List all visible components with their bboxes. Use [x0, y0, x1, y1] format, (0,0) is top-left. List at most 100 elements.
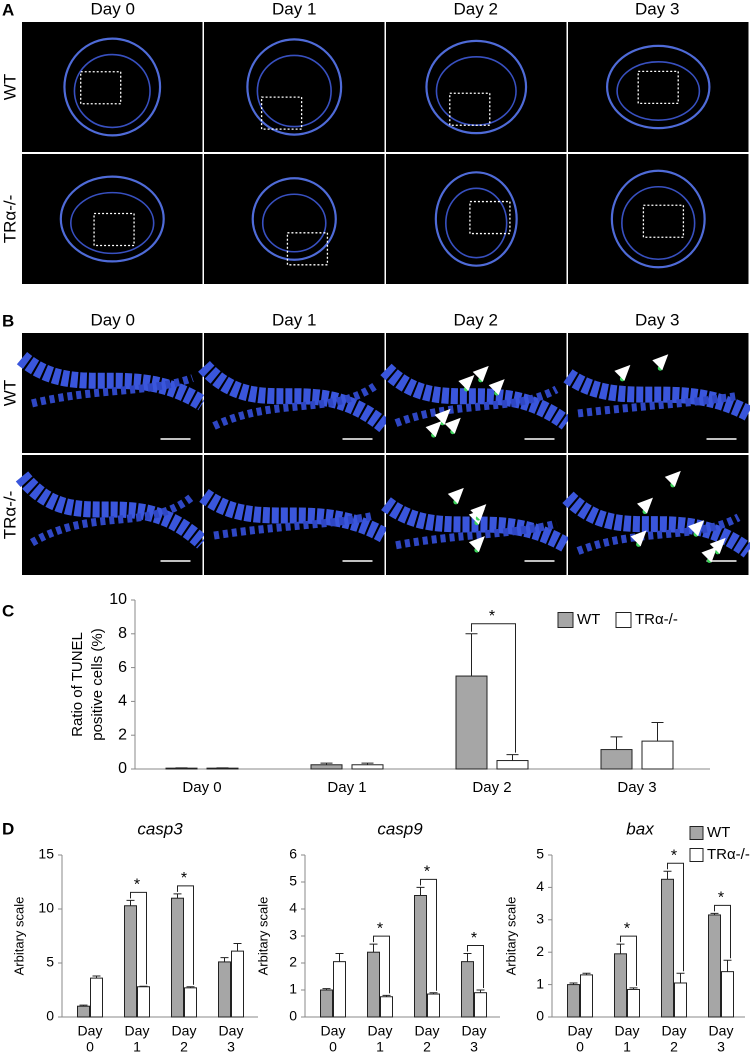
column-header: Day 1 — [272, 310, 316, 329]
error-bar — [92, 975, 101, 979]
bar — [171, 897, 184, 1018]
x-tick-label: 0 — [576, 1039, 584, 1055]
error-bar — [139, 985, 148, 987]
y-tick-label: 1 — [289, 981, 297, 997]
bar — [708, 914, 721, 1018]
x-tick-label: Day — [568, 1023, 593, 1039]
nuclei-band — [563, 369, 750, 421]
bar — [231, 950, 244, 1018]
micrograph-background — [204, 22, 385, 152]
error-bar — [651, 722, 664, 742]
bar — [461, 961, 474, 1018]
nuclei-band — [29, 493, 196, 547]
y-tick-label: 10 — [109, 591, 127, 608]
y-tick-label: 2 — [536, 943, 544, 959]
significance-label: * — [134, 877, 140, 894]
y-axis-label: positive cells (%) — [89, 628, 106, 741]
y-tick-label: 4 — [536, 878, 544, 894]
x-tick-label: Day 3 — [617, 779, 656, 796]
micrograph — [199, 455, 389, 575]
micrograph — [568, 154, 749, 284]
zoom-box — [80, 71, 122, 105]
row-label: TRα-/- — [0, 491, 19, 540]
x-tick-label: Day — [219, 1023, 244, 1039]
error-bar — [465, 633, 478, 677]
micrograph — [386, 154, 567, 284]
tissue-outline — [59, 175, 165, 263]
y-tick-label: 0 — [118, 760, 127, 777]
error-bar — [629, 987, 638, 990]
bar — [90, 977, 103, 1018]
x-tick-label: 1 — [623, 1039, 631, 1055]
micrograph — [386, 22, 567, 152]
nuclei-band — [16, 351, 207, 411]
bar — [333, 961, 346, 1018]
arrowhead — [636, 497, 653, 514]
x-tick-label: Day — [709, 1023, 734, 1039]
tissue-outline — [434, 171, 518, 267]
legend-label: TRα-/- — [635, 611, 678, 628]
arrowhead — [630, 530, 647, 547]
micrograph — [563, 333, 750, 453]
bar — [218, 961, 231, 1018]
nuclei-band — [577, 391, 740, 418]
tissue-outline — [246, 38, 343, 136]
tissue-inner — [261, 193, 327, 253]
error-bar — [663, 870, 672, 880]
x-tick-label: 3 — [227, 1039, 235, 1055]
nuclei-band — [381, 497, 571, 553]
bar — [137, 986, 150, 1018]
x-tick-label: Day — [415, 1023, 440, 1039]
x-tick-label: 1 — [133, 1039, 141, 1055]
x-tick-label: Day — [462, 1023, 487, 1039]
y-tick-label: 3 — [289, 927, 297, 943]
column-header: Day 3 — [635, 310, 679, 329]
x-tick-label: Day — [321, 1023, 346, 1039]
bar — [580, 974, 593, 1018]
row-label: WT — [0, 380, 19, 406]
y-tick-label: 6 — [118, 659, 127, 676]
micrograph-background — [386, 22, 567, 152]
y-tick-label: 10 — [38, 900, 54, 916]
tissue-outline — [251, 177, 337, 261]
bar — [310, 764, 343, 770]
nuclei-band — [395, 519, 558, 550]
bar — [567, 984, 580, 1018]
bar — [184, 987, 197, 1018]
error-bar — [463, 953, 472, 962]
x-tick-label: Day — [125, 1023, 150, 1039]
arrowhead — [701, 546, 718, 563]
bar — [614, 953, 627, 1018]
x-tick-label: Day 0 — [182, 779, 221, 796]
column-header: Day 2 — [454, 310, 498, 329]
bar — [380, 996, 393, 1018]
micrograph-background — [568, 22, 749, 152]
error-bar — [322, 988, 331, 990]
column-header: Day 0 — [91, 310, 135, 329]
arrowhead — [664, 470, 681, 487]
zoom-box — [449, 92, 491, 126]
y-tick-label: 0 — [289, 1008, 297, 1024]
error-bar — [610, 736, 623, 750]
bar — [427, 993, 440, 1018]
zoom-box — [642, 204, 685, 238]
bar — [661, 878, 674, 1018]
micrograph — [198, 333, 390, 453]
legend-swatch — [689, 848, 704, 862]
nuclei-band — [31, 374, 194, 408]
micrograph-background — [568, 154, 749, 284]
tissue-outline — [610, 169, 706, 269]
x-tick-label: Day — [78, 1023, 103, 1039]
x-tick-label: 1 — [376, 1039, 384, 1055]
row-label: WT — [0, 74, 19, 100]
legend-label: WT — [577, 611, 600, 628]
error-bar — [506, 754, 519, 761]
significance-label: * — [489, 608, 495, 625]
error-bar — [723, 959, 732, 972]
x-tick-label: 3 — [717, 1039, 725, 1055]
tissue-inner — [73, 53, 151, 129]
tissue-inner — [70, 191, 155, 255]
significance-bracket — [620, 935, 637, 986]
x-tick-label: 0 — [329, 1039, 337, 1055]
y-tick-label: 5 — [536, 846, 544, 862]
